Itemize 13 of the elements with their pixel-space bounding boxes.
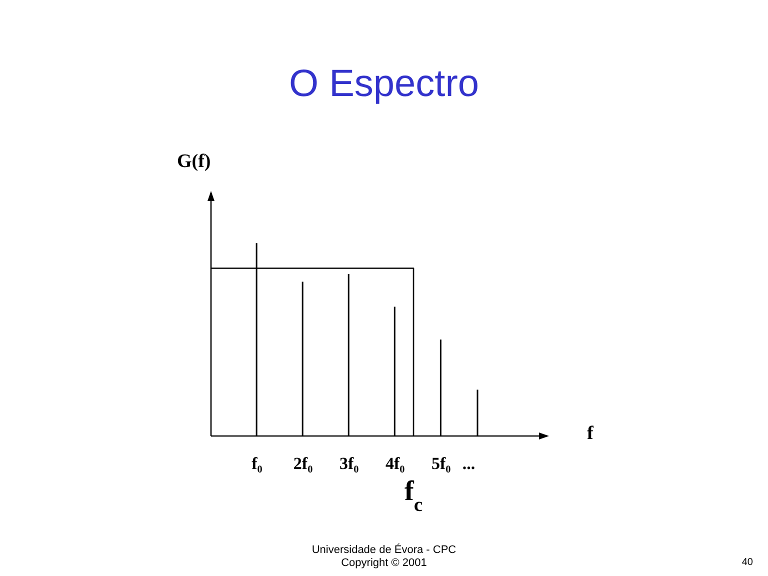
x-tick-label: 3f₀ xyxy=(339,454,359,473)
text: Universidade de Évora - CPC xyxy=(310,544,458,557)
chart-title: O Espectro xyxy=(288,62,480,106)
x-tick-label: 2f₀ xyxy=(293,454,313,473)
annotation: f$_{c}$ xyxy=(404,476,423,516)
text: Copyright © 2001 xyxy=(341,557,427,569)
x-tick-label: 4f₀ xyxy=(385,454,405,473)
x-tick-label: f₀ xyxy=(252,454,262,473)
x-axis-title: f xyxy=(587,423,594,445)
x-tick-label: 5f₀ xyxy=(432,454,451,473)
x-tick-label: ... xyxy=(462,454,476,473)
y-axis-title: G(f) xyxy=(177,151,211,173)
text: 40 xyxy=(742,557,753,569)
